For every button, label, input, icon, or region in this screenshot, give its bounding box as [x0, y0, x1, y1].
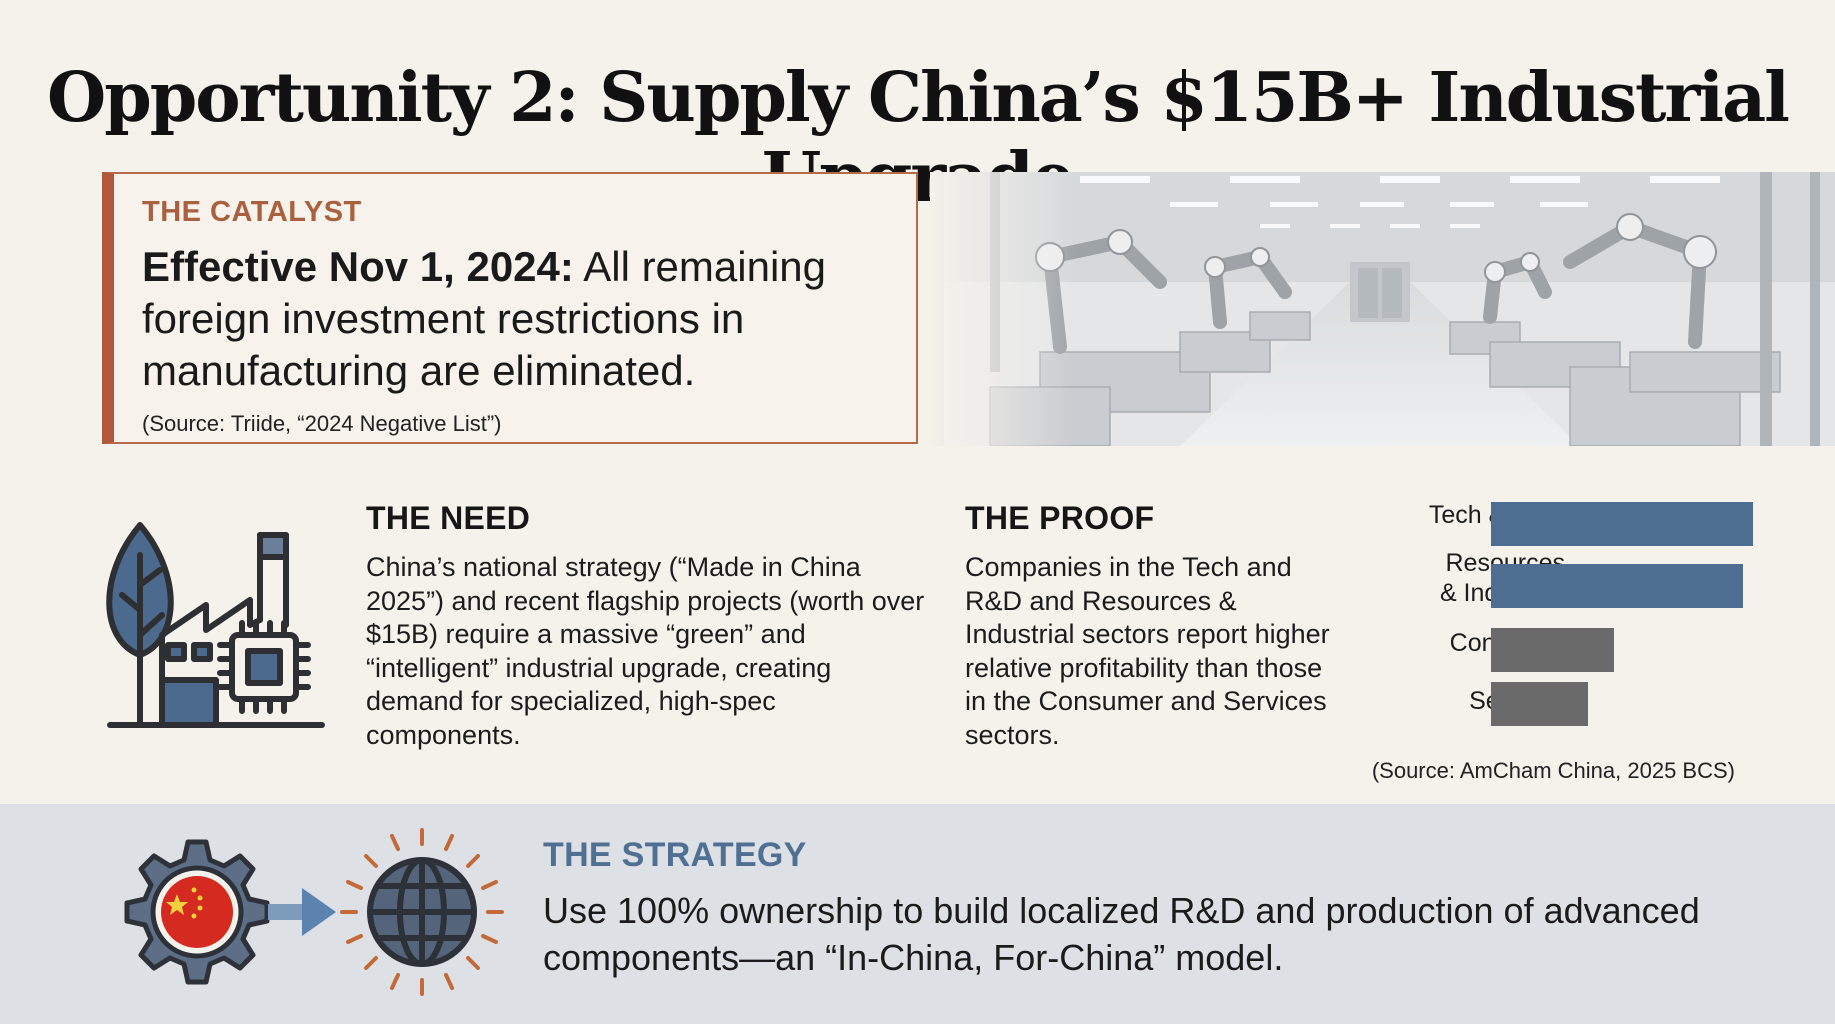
need-label: THE NEED [366, 500, 531, 536]
proof-section: THE PROOF Companies in the Tech and R&D … [965, 500, 1335, 752]
catalyst-body: Effective Nov 1, 2024: All remaining for… [142, 241, 886, 397]
profitability-bar-chart: Tech & R&DResources& IndustrialConsumerS… [1330, 498, 1835, 758]
bar [1491, 682, 1588, 726]
bar [1491, 628, 1614, 672]
strategy-label: THE STRATEGY [543, 836, 807, 874]
catalyst-lead: Effective Nov 1, 2024: [142, 243, 574, 290]
strategy-text: Use 100% ownership to build localized R&… [543, 890, 1700, 978]
chart-source: (Source: AmCham China, 2025 BCS) [1371, 758, 1735, 783]
bar [1491, 564, 1743, 608]
catalyst-source: (Source: Triide, “2024 Negative List”) [142, 411, 502, 436]
factory-leaf-chip-icon [100, 515, 332, 735]
need-text: China’s national strategy (“Made in Chin… [366, 552, 925, 750]
gear-china-flag-icon [124, 839, 270, 985]
globe-icon [340, 828, 504, 996]
arrow-right-icon [268, 888, 336, 936]
strategy-section: THE STRATEGY Use 100% ownership to build… [543, 836, 1743, 981]
factory-photo [930, 172, 1835, 446]
bar [1491, 502, 1753, 546]
proof-text: Companies in the Tech and R&D and Resour… [965, 552, 1330, 750]
catalyst-card: THE CATALYST Effective Nov 1, 2024: All … [102, 172, 918, 444]
catalyst-label: THE CATALYST [142, 196, 362, 228]
need-section: THE NEED China’s national strategy (“Mad… [366, 500, 926, 752]
proof-label: THE PROOF [965, 500, 1155, 536]
strategy-icons [110, 828, 510, 998]
catalyst-text: All remaining foreign investment restric… [142, 243, 826, 394]
